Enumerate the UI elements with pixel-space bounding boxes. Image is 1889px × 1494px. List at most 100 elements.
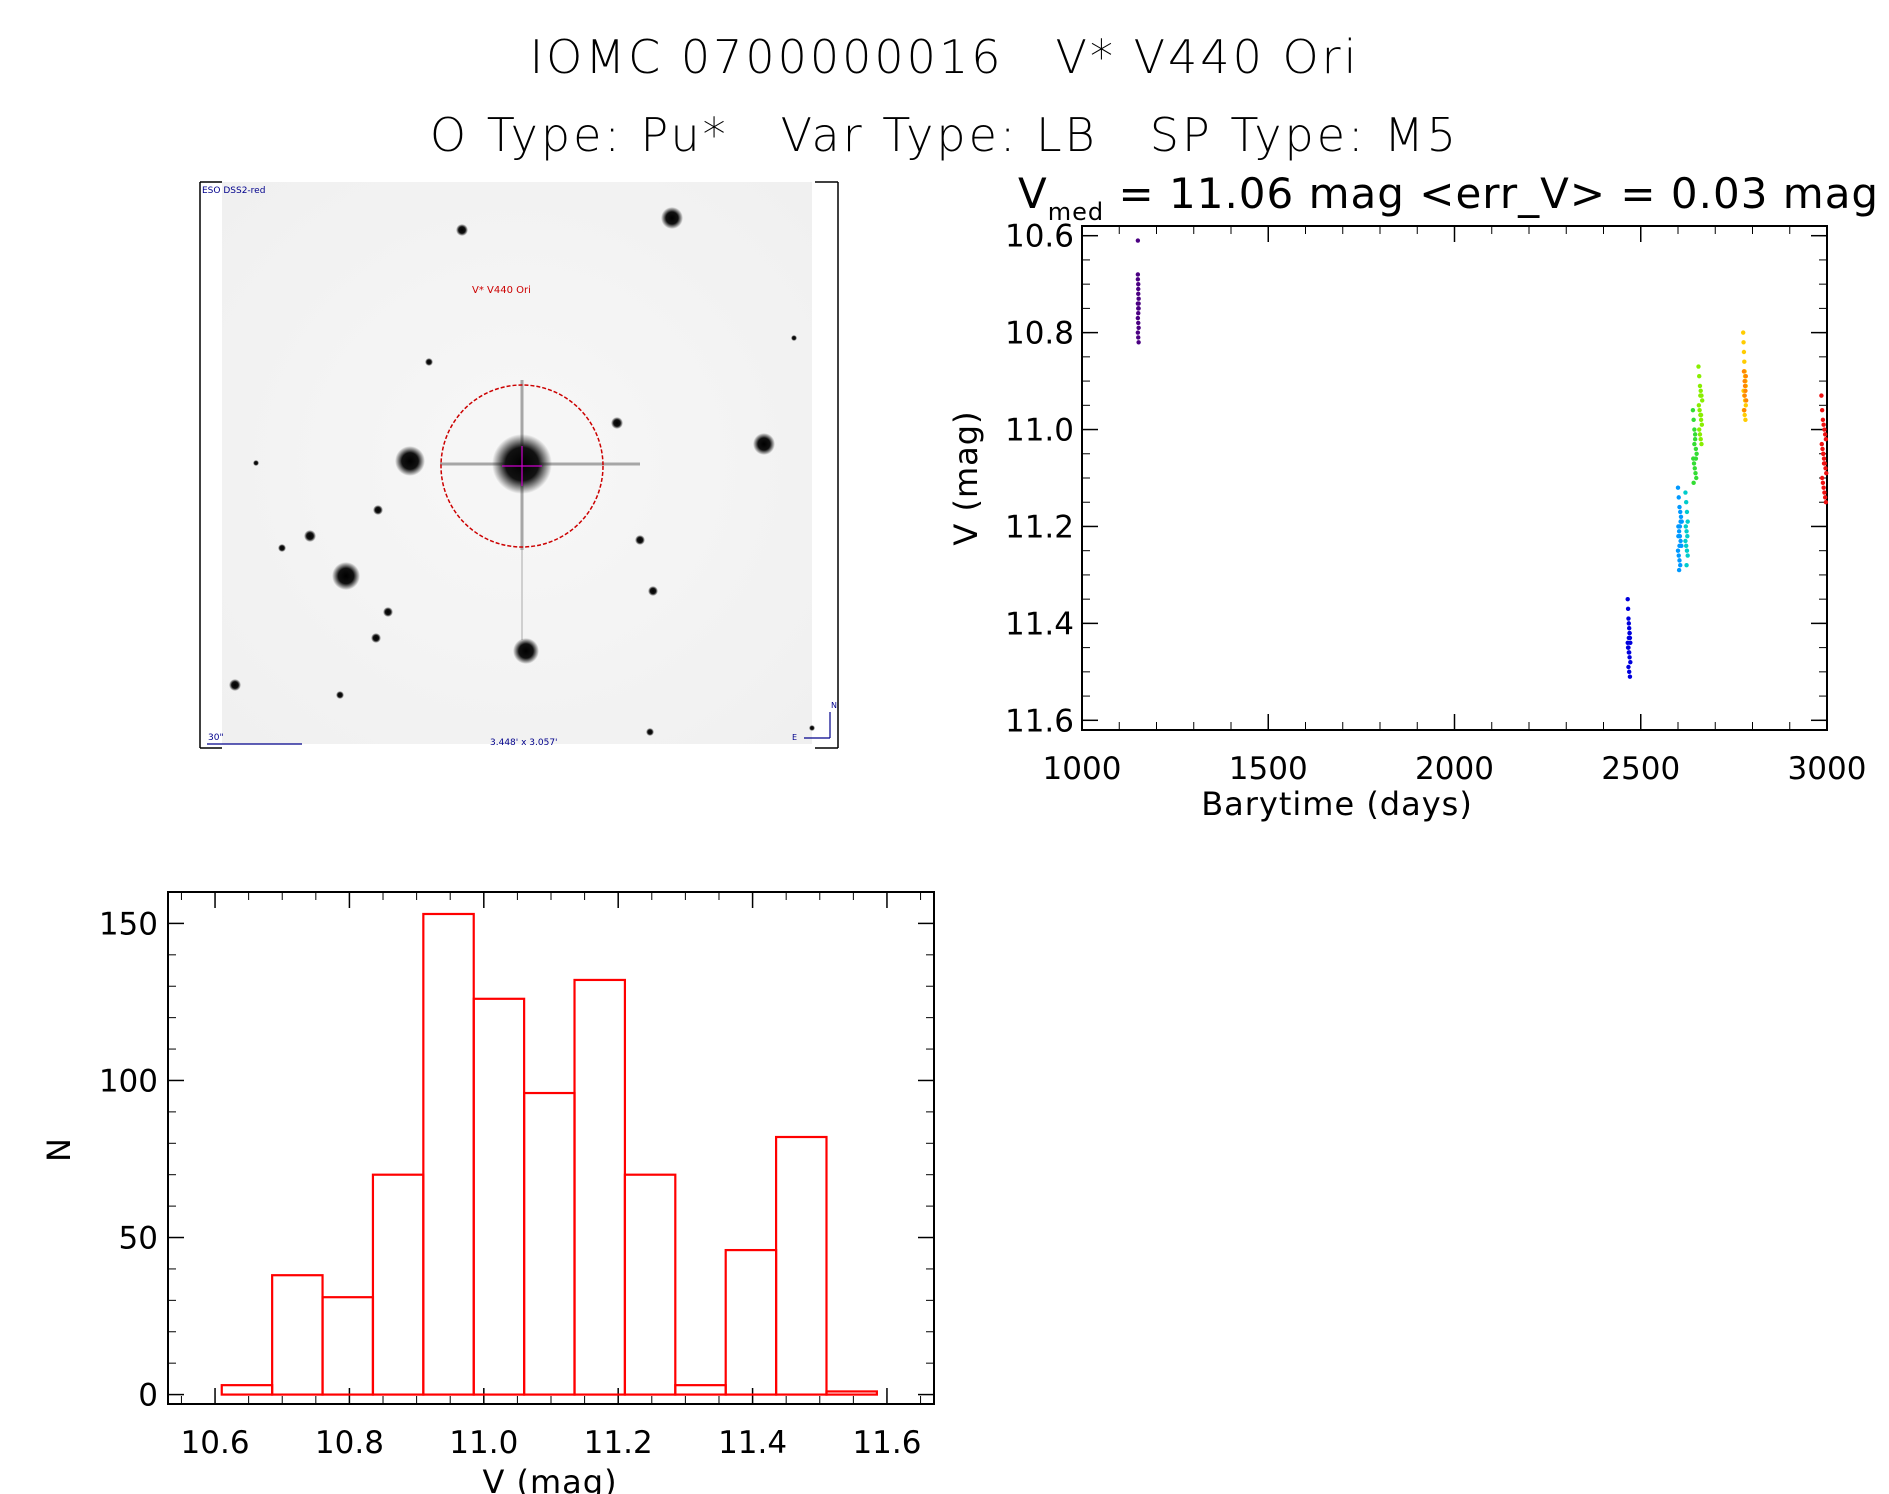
compass-east-label: E xyxy=(792,733,797,742)
light-curve-title: Vmed = 11.06 mag <err_V> = 0.03 mag xyxy=(1018,169,1879,226)
histogram-bar xyxy=(724,1248,778,1396)
data-point xyxy=(1626,635,1632,641)
data-point xyxy=(1676,567,1682,573)
data-point xyxy=(1823,466,1828,471)
star xyxy=(648,586,658,596)
data-point xyxy=(1696,364,1701,369)
data-point xyxy=(1683,500,1689,505)
data-point xyxy=(1676,533,1681,539)
y-tick-label: 11.6 xyxy=(1005,703,1074,739)
data-point xyxy=(1627,655,1632,660)
data-point xyxy=(1743,398,1749,403)
data-point xyxy=(1684,529,1689,534)
data-point xyxy=(1684,509,1690,515)
data-point xyxy=(1692,427,1697,432)
data-point xyxy=(1136,340,1141,345)
data-point xyxy=(1742,398,1748,403)
data-point xyxy=(1697,432,1703,437)
data-point xyxy=(1136,281,1141,287)
star xyxy=(425,358,433,366)
data-point xyxy=(1135,277,1141,282)
data-point xyxy=(1625,596,1630,602)
data-point xyxy=(1819,475,1825,481)
data-point xyxy=(1627,674,1633,679)
light-curve-plot-frame xyxy=(1081,225,1828,731)
y-tick-label: 11.4 xyxy=(1005,606,1074,642)
data-point xyxy=(1685,519,1690,524)
data-point xyxy=(1675,485,1681,490)
x-tick-label: 11.2 xyxy=(584,1425,653,1461)
histogram-bars xyxy=(220,912,878,1396)
x-tick-label: 2000 xyxy=(1415,751,1494,787)
data-point xyxy=(1743,388,1748,393)
data-point xyxy=(1821,456,1827,461)
data-point xyxy=(1135,272,1141,277)
data-point xyxy=(1821,461,1827,466)
star xyxy=(229,679,241,691)
x-tick-label: 2500 xyxy=(1601,751,1680,787)
data-point xyxy=(1136,335,1141,340)
histogram-bar xyxy=(573,978,627,1396)
data-point xyxy=(1822,461,1827,466)
data-point xyxy=(1690,407,1696,413)
data-point xyxy=(1741,340,1746,345)
data-point xyxy=(1743,378,1748,384)
data-point xyxy=(1823,437,1829,442)
object-id: IOMC 0700000016 xyxy=(529,30,1004,84)
data-point xyxy=(1698,412,1703,418)
data-point xyxy=(1685,553,1690,558)
target-circle xyxy=(440,384,604,548)
histogram-bar xyxy=(825,1390,878,1396)
data-point xyxy=(1699,393,1704,398)
star xyxy=(332,562,360,590)
data-point xyxy=(1135,301,1141,306)
data-point xyxy=(1700,398,1705,403)
star xyxy=(336,691,344,699)
data-point xyxy=(1823,500,1829,505)
data-point xyxy=(1678,519,1683,524)
data-point xyxy=(1692,441,1697,447)
histogram-bar xyxy=(523,1091,576,1396)
star xyxy=(373,505,383,515)
star-name: V* V440 Ori xyxy=(1055,30,1360,84)
histogram-bar xyxy=(472,997,526,1396)
data-point xyxy=(1691,417,1696,423)
star xyxy=(395,446,425,476)
data-point xyxy=(1743,383,1748,389)
data-point xyxy=(1821,451,1826,456)
y-tick-label: 0 xyxy=(138,1378,158,1414)
star xyxy=(304,530,316,542)
data-point xyxy=(1743,417,1748,423)
star xyxy=(383,607,393,617)
data-point xyxy=(1693,456,1699,461)
histogram-plot-frame xyxy=(167,891,935,1405)
data-point xyxy=(1678,509,1683,515)
data-point xyxy=(1742,383,1748,389)
plot-title-line1: IOMC 0700000016 V* V440 Ori xyxy=(0,30,1889,84)
data-point xyxy=(1627,630,1632,636)
data-point xyxy=(1678,514,1684,519)
data-point xyxy=(1740,330,1746,335)
title-rest: = 11.06 mag <err_V> = 0.03 mag xyxy=(1104,169,1879,218)
object-type: O Type: Pu* xyxy=(429,108,729,162)
data-point xyxy=(1742,393,1747,398)
x-tick-label: 10.8 xyxy=(315,1425,384,1461)
x-tick-label: 11.6 xyxy=(852,1425,921,1461)
data-point xyxy=(1627,650,1632,655)
field-size-label: 3.448' x 3.057' xyxy=(490,738,558,748)
data-point xyxy=(1742,412,1747,418)
histogram-bar xyxy=(371,1173,425,1396)
finder-image-background xyxy=(222,182,812,744)
data-point xyxy=(1821,422,1826,427)
y-tick-label: 150 xyxy=(99,906,158,942)
data-point xyxy=(1824,470,1829,476)
data-point xyxy=(1694,451,1699,456)
data-point xyxy=(1678,563,1683,568)
data-point xyxy=(1699,441,1704,447)
data-point xyxy=(1676,524,1681,529)
data-point xyxy=(1696,403,1702,408)
data-point xyxy=(1819,441,1824,447)
data-point xyxy=(1819,393,1824,398)
survey-label: ESO DSS2-red xyxy=(202,186,265,196)
